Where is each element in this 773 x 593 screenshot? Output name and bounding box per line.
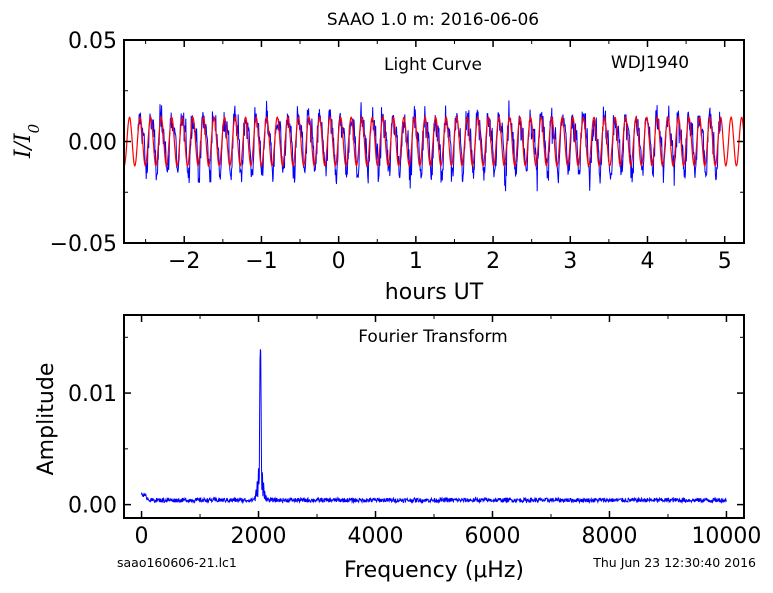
x-tick-label: 0 (332, 249, 346, 274)
x-tick-label: −2 (168, 249, 200, 274)
y-tick-label: −0.05 (50, 232, 117, 257)
x-tick-label: 6000 (464, 524, 520, 549)
x-tick-label: 8000 (581, 524, 637, 549)
x-tick-label: 2 (486, 249, 500, 274)
light-curve-model-line (123, 115, 745, 168)
light-curve-series (123, 100, 745, 192)
x-tick-label: 4000 (348, 524, 404, 549)
light-curve-ticks: −2 −1 0 1 2 3 4 5 −0.05 0.00 0.05 (50, 29, 744, 274)
y-label-subscript: 0 (25, 123, 43, 133)
x-tick-label: 1 (409, 249, 423, 274)
fourier-transform-chart: 0 2000 4000 6000 8000 10000 0.00 0.01 Fourier T… (34, 314, 761, 583)
fourier-y-axis-label: Amplitude (34, 363, 59, 476)
star-name-annotation: WDJ1940 (611, 53, 689, 73)
fourier-frame (123, 314, 745, 519)
y-tick-label: 0.00 (68, 131, 117, 156)
light-curve-frame (123, 39, 745, 244)
x-tick-label: 3 (563, 249, 577, 274)
light-curve-y-axis-label: I/I0 (11, 123, 43, 159)
x-tick-label: 0 (135, 524, 149, 549)
x-tick-label: −1 (245, 249, 277, 274)
x-tick-label: 10000 (691, 524, 761, 549)
x-tick-label: 5 (718, 249, 732, 274)
y-tick-label: 0.05 (68, 29, 117, 54)
fourier-annotation: Fourier Transform (358, 327, 507, 347)
y-tick-label: 0.01 (68, 382, 117, 407)
fourier-ticks: 0 2000 4000 6000 8000 10000 0.00 0.01 (68, 315, 761, 549)
light-curve-annotation: Light Curve (384, 55, 482, 75)
x-tick-label: 4 (640, 249, 654, 274)
light-curve-x-axis-label: hours UT (385, 280, 484, 305)
y-label-main: I/I (11, 132, 36, 159)
fourier-series (141, 349, 727, 505)
footer-timestamp: Thu Jun 23 12:30:40 2016 (592, 555, 756, 570)
light-curve-chart: −2 −1 0 1 2 3 4 5 −0.05 0.00 0.05 Light Curve WDJ1… (11, 29, 745, 305)
page-title: SAAO 1.0 m: 2016-06-06 (327, 10, 539, 30)
x-tick-label: 2000 (231, 524, 287, 549)
y-tick-label: 0.00 (68, 494, 117, 519)
footer-filename: saao160606-21.lc1 (117, 555, 237, 570)
fourier-x-axis-label: Frequency (μHz) (344, 558, 524, 583)
fourier-amplitude-line (141, 349, 727, 505)
